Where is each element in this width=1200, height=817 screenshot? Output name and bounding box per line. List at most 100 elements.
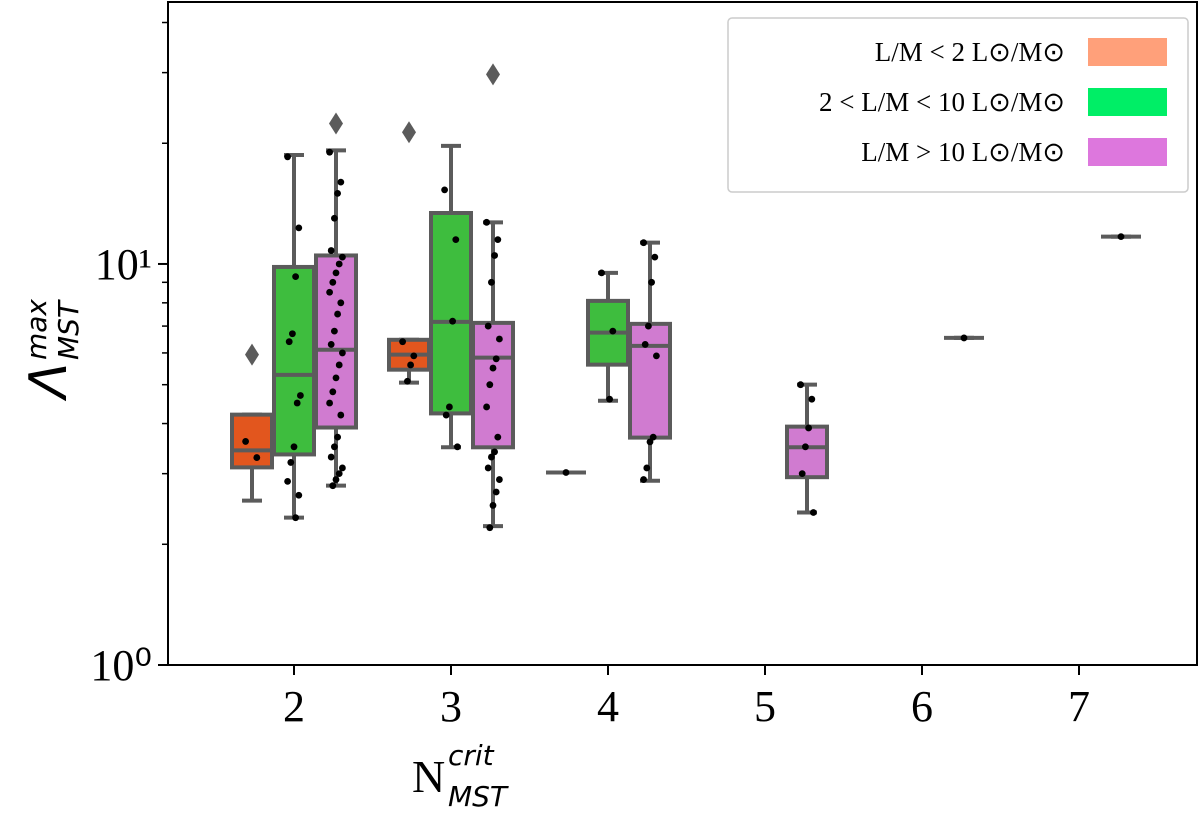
legend-swatch <box>1088 138 1167 166</box>
strip-point <box>332 374 340 382</box>
flier <box>329 112 343 135</box>
box-group <box>628 239 672 483</box>
strip-point <box>489 502 497 509</box>
box <box>628 321 672 440</box>
box <box>785 424 829 480</box>
legend-label: L/M < 2 L⊙/M⊙ <box>875 37 1065 67</box>
y-label-sup: max <box>20 299 53 360</box>
legend-label: 2 < L/M < 10 L⊙/M⊙ <box>819 87 1065 117</box>
strip-point <box>441 186 448 194</box>
strip-point <box>442 411 450 419</box>
strip-point <box>326 399 333 407</box>
strip-point <box>332 476 340 483</box>
strip-point <box>492 488 500 496</box>
strip-point <box>798 470 806 478</box>
strip-point <box>329 482 337 490</box>
strip-point <box>297 392 304 399</box>
y-label-base: Λ <box>19 362 79 402</box>
strip-point <box>802 443 809 451</box>
strip-point <box>339 253 346 261</box>
whisker-high <box>284 152 304 267</box>
box-group <box>272 152 316 522</box>
strip-point <box>640 239 647 247</box>
x-tick-label: 7 <box>1068 682 1090 731</box>
strip-point <box>329 278 337 286</box>
whisker-low <box>483 447 503 529</box>
strip-point <box>960 334 968 342</box>
box-group <box>387 121 431 385</box>
strip-point <box>253 454 261 461</box>
y-axis-label: Λ max MST <box>19 299 85 402</box>
box-group <box>314 112 358 490</box>
strip-point <box>606 395 613 403</box>
strip-point <box>805 424 812 432</box>
strip-point <box>331 443 338 451</box>
strip-point <box>648 278 655 286</box>
strip-point <box>329 388 337 396</box>
whisker-high <box>797 382 817 427</box>
strip-point <box>284 477 291 485</box>
strip-point <box>293 399 301 407</box>
strip-point <box>326 288 333 296</box>
strip-point <box>295 224 303 232</box>
whisker-high <box>326 148 346 256</box>
x-tick-label: 2 <box>283 682 305 731</box>
strip-point <box>494 236 502 244</box>
flier <box>245 343 259 366</box>
strip-point <box>339 464 346 472</box>
strip-point <box>407 361 414 369</box>
x-tick-label: 5 <box>754 682 776 731</box>
strip-point <box>334 433 341 441</box>
box-group <box>546 469 586 476</box>
strip-point <box>335 361 343 369</box>
strip-point <box>331 214 338 222</box>
strip-point <box>327 247 335 254</box>
box <box>429 210 473 416</box>
strip-point <box>1117 233 1125 241</box>
plot-frame <box>167 1 1198 666</box>
strip-point <box>488 453 495 461</box>
strip-point <box>489 364 497 372</box>
strip-point <box>399 338 406 346</box>
legend-swatch <box>1088 38 1167 66</box>
strip-point <box>598 269 605 277</box>
strip-point <box>410 352 418 360</box>
strip-point <box>331 327 338 335</box>
flier <box>486 63 500 86</box>
strip-point <box>446 403 453 411</box>
box-group <box>785 381 829 516</box>
strip-point <box>335 470 343 478</box>
legend-frame <box>727 17 1189 193</box>
strip-point <box>334 189 341 197</box>
strip-point <box>454 443 461 451</box>
strip-point <box>292 273 299 281</box>
box <box>471 320 515 450</box>
x-label-base: N <box>412 751 445 802</box>
y-label-sub: MST <box>52 299 85 360</box>
strip-point <box>496 335 503 343</box>
strip-point <box>404 377 411 385</box>
strip-point <box>452 236 460 244</box>
strip-point <box>609 327 617 335</box>
strip-point <box>483 403 490 411</box>
strip-point <box>640 476 647 483</box>
x-tick-label: 6 <box>911 682 933 731</box>
strip-point <box>287 459 295 466</box>
x-tick-label: 4 <box>597 682 619 731</box>
whisker-low <box>441 413 461 450</box>
box-group <box>944 334 984 342</box>
strip-point <box>486 381 494 389</box>
strip-point <box>810 509 817 516</box>
strip-point <box>645 322 652 330</box>
box <box>230 412 274 470</box>
strip-point <box>484 464 492 472</box>
whisker-low <box>284 454 304 520</box>
strip-point <box>649 433 657 441</box>
x-axis-label: N crit MST <box>412 739 509 813</box>
x-label-sup: crit <box>448 739 495 772</box>
strip-point <box>651 253 659 261</box>
strip-point <box>285 338 293 346</box>
strip-point <box>292 514 299 522</box>
x-tick-label: 3 <box>440 682 462 731</box>
whisker-low <box>242 467 262 503</box>
